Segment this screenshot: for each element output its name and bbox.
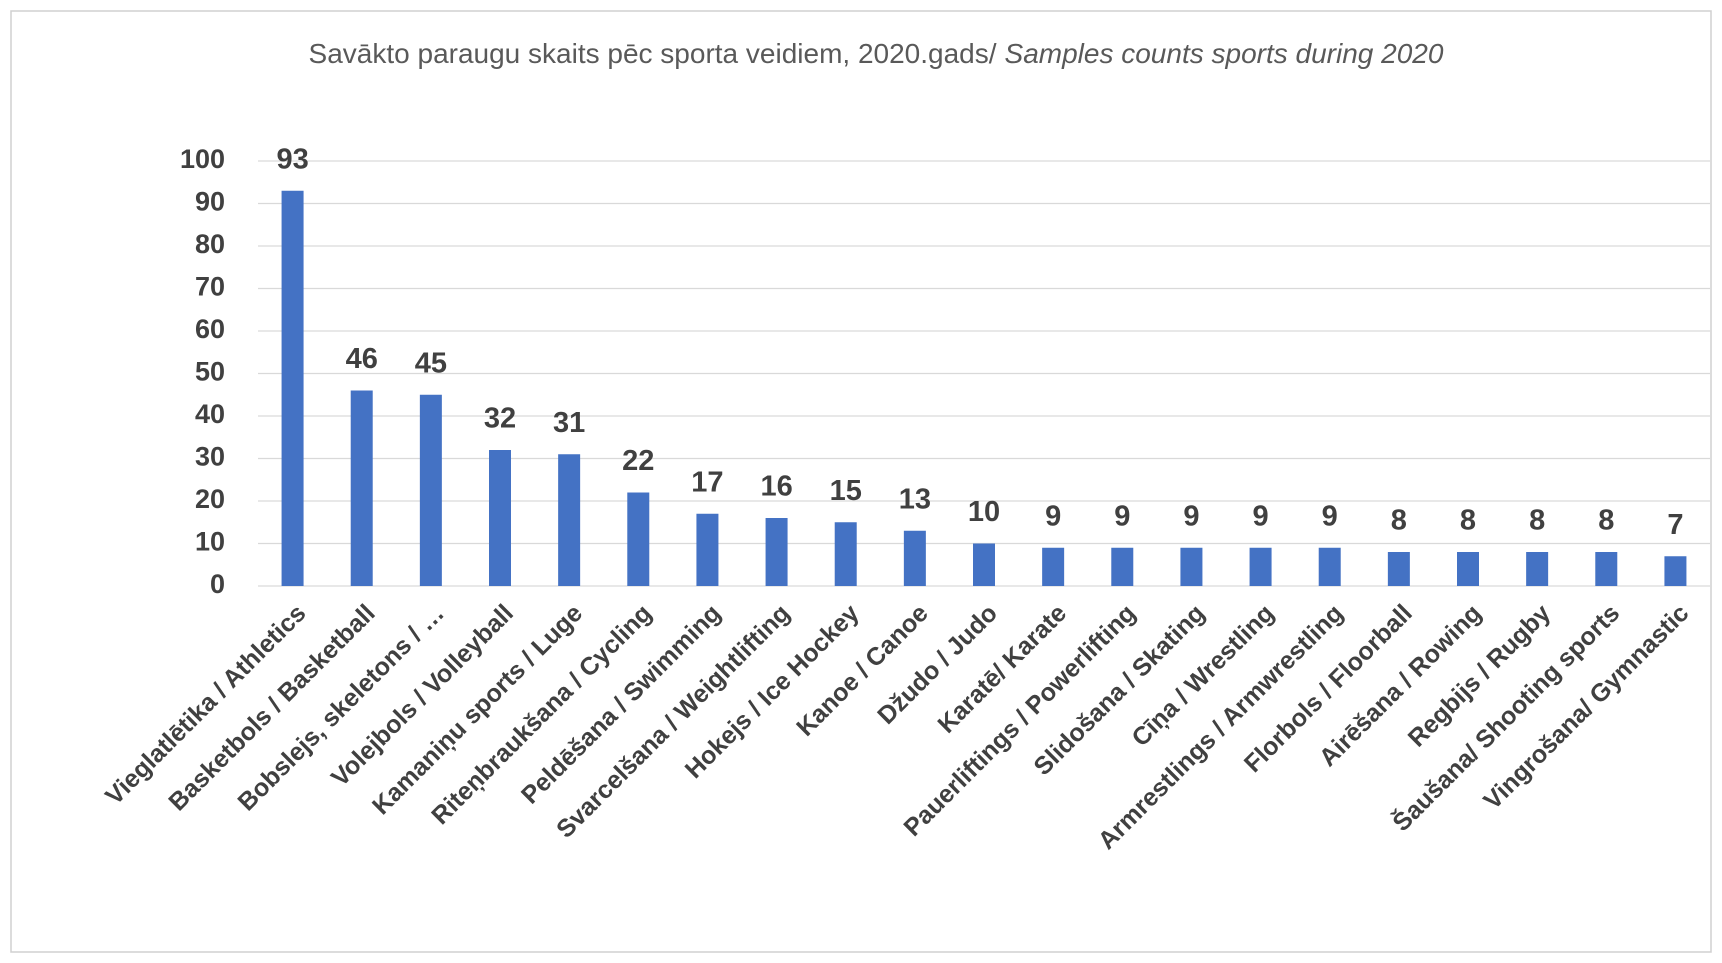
data-label: 8 <box>1598 505 1614 537</box>
y-tick-label: 90 <box>195 187 225 217</box>
bar <box>1180 547 1203 586</box>
bar <box>1664 556 1687 586</box>
y-tick-label: 20 <box>195 484 225 514</box>
data-label: 13 <box>899 483 931 515</box>
bar <box>489 450 511 586</box>
data-label: 8 <box>1391 505 1407 537</box>
bar <box>765 518 788 586</box>
y-tick-label: 50 <box>195 357 225 387</box>
bar <box>1595 552 1618 586</box>
bar <box>1387 552 1410 586</box>
y-tick-label: 80 <box>195 229 225 259</box>
data-label: 8 <box>1460 505 1476 537</box>
data-label: 16 <box>760 471 792 503</box>
data-label: 32 <box>484 403 516 435</box>
y-tick-label: 100 <box>180 144 225 174</box>
y-tick-label: 0 <box>210 569 225 599</box>
bar <box>1526 552 1549 586</box>
bar <box>1249 547 1272 586</box>
data-label: 9 <box>1114 500 1130 532</box>
y-tick-label: 40 <box>195 399 225 429</box>
data-label: 10 <box>968 496 1000 528</box>
data-label: 9 <box>1322 500 1338 532</box>
data-label: 46 <box>346 343 378 375</box>
data-label: 15 <box>830 475 862 507</box>
bar <box>558 454 581 586</box>
bar <box>1318 547 1341 586</box>
title-part: Savākto paraugu skaits pēc sporta veidie… <box>309 38 997 69</box>
data-label: 9 <box>1253 500 1269 532</box>
chart-title: Savākto paraugu skaits pēc sporta veidie… <box>309 38 1444 69</box>
bar <box>1457 552 1479 586</box>
bar <box>834 522 857 586</box>
data-label: 17 <box>691 466 723 498</box>
data-label: 9 <box>1183 500 1199 532</box>
title-part-italic: Samples counts sports during 2020 <box>1005 38 1444 69</box>
data-label: 8 <box>1529 505 1545 537</box>
bar <box>696 513 719 586</box>
bar <box>1111 547 1134 586</box>
y-tick-label: 60 <box>195 314 225 344</box>
bar <box>281 190 304 586</box>
data-label: 7 <box>1667 509 1683 541</box>
bar <box>419 394 442 586</box>
bar <box>350 390 373 586</box>
data-label: 22 <box>622 445 654 477</box>
bar <box>973 543 995 586</box>
data-label: 93 <box>276 143 308 175</box>
data-label: 31 <box>553 407 585 439</box>
data-label: 45 <box>415 347 447 379</box>
y-tick-label: 10 <box>195 527 225 557</box>
bar <box>1042 547 1065 586</box>
y-tick-label: 70 <box>195 272 225 302</box>
bar <box>903 530 926 586</box>
bar <box>627 492 650 586</box>
data-label: 9 <box>1045 500 1061 532</box>
y-tick-label: 30 <box>195 442 225 472</box>
